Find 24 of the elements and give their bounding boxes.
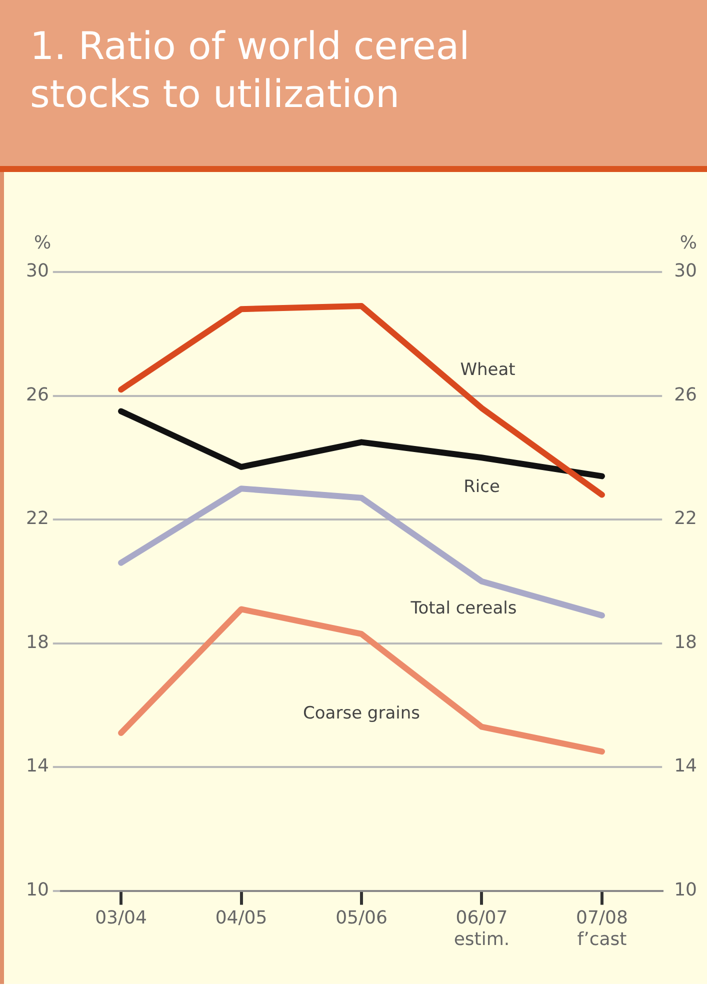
x-tick-label: 04/05 (215, 907, 268, 928)
series-label: Wheat (460, 360, 516, 380)
y-tick-label: 10 (26, 879, 49, 900)
x-tick-label: 07/08 f’cast (576, 907, 628, 950)
x-tick-label: 06/07 estim. (454, 907, 510, 950)
y-tick-label: 18 (26, 632, 49, 653)
x-tick-label: 03/04 (95, 907, 147, 928)
series-label: Total cereals (410, 598, 517, 618)
x-tick-label: 05/06 (336, 907, 388, 928)
y-tick-label: 30 (26, 260, 49, 282)
y2-tick-label: 30 (674, 260, 697, 282)
y2-tick-label: 10 (674, 879, 697, 900)
y2-axis-title: % (680, 232, 697, 254)
y2-tick-label: 22 (674, 508, 697, 530)
y2-tick-label: 26 (674, 384, 697, 406)
y2-tick-label: 18 (674, 632, 697, 653)
y-tick-label: 22 (26, 508, 49, 530)
y-tick-label: 26 (26, 384, 49, 406)
y-tick-label: 14 (26, 756, 49, 777)
y-axis-title: % (34, 232, 52, 254)
y2-tick-label: 14 (674, 756, 697, 777)
series-label: Coarse grains (303, 703, 420, 724)
series-label: Rice (464, 477, 500, 498)
chart-title: 1. Ratio of world cereal stocks to utilization (30, 23, 471, 118)
